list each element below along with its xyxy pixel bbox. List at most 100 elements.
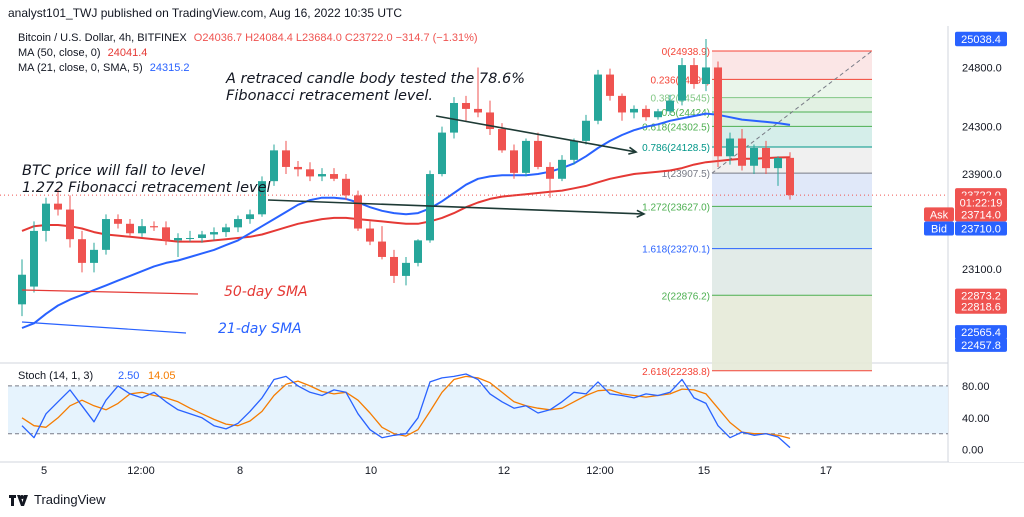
candle-body	[642, 108, 650, 118]
fib-band	[712, 51, 872, 80]
stoch-k-value: 2.50	[118, 370, 139, 382]
candle-body	[486, 112, 494, 130]
stoch-k-line	[21, 373, 791, 449]
ma21-line	[21, 112, 791, 329]
price-badge	[955, 221, 1007, 236]
fib-level-label: 2.618(22238.8)	[642, 367, 710, 378]
candle-body	[354, 195, 362, 229]
candle	[186, 230, 194, 242]
fib-level-label: 0.786(24128.5)	[642, 143, 710, 154]
legend-row-symbol: Bitcoin / U.S. Dollar, 4h, BITFINEX O240…	[18, 31, 478, 46]
candle	[462, 95, 470, 121]
candle	[282, 140, 290, 175]
candle-body	[534, 140, 542, 167]
price-badge-text: 22818.6	[961, 302, 1001, 314]
price-badge-text: 22457.8	[961, 340, 1001, 352]
ma21-value: 24315.2	[149, 62, 190, 74]
candle	[354, 190, 362, 231]
candle-body	[270, 150, 278, 182]
price-badge-tag	[924, 221, 954, 236]
candle-body	[198, 234, 206, 239]
fib-level-label: 1.272(23627.0)	[642, 202, 710, 213]
price-badge-text: 23710.0	[961, 224, 1001, 236]
candle-body	[678, 65, 686, 101]
fib-band	[712, 206, 872, 249]
candle-body	[606, 74, 614, 96]
price-badge-tag-text: Bid	[931, 224, 947, 236]
price-tick-label: 23900.0	[962, 169, 1002, 181]
candle	[762, 140, 770, 175]
candle-body	[258, 181, 266, 215]
candle	[174, 233, 182, 257]
candle-body	[426, 174, 434, 241]
candle-body	[594, 74, 602, 121]
candle	[306, 162, 314, 182]
publish-info: analyst101_TWJ published on TradingView.…	[8, 6, 403, 20]
legend-row-ma50: MA (50, close, 0) 24041.4	[18, 46, 478, 61]
candle-body	[666, 100, 674, 112]
ma50-line	[21, 156, 791, 243]
candle	[42, 197, 50, 242]
candle	[342, 174, 350, 201]
fib-band	[712, 97, 872, 112]
candle-body	[18, 274, 26, 305]
candle	[726, 132, 734, 165]
price-badge-text: 25038.4	[961, 34, 1001, 46]
fib-level-label: 2(22876.2)	[662, 291, 710, 302]
candle-body	[342, 178, 350, 196]
candle	[714, 61, 722, 167]
candle-body	[186, 238, 194, 240]
candle	[654, 108, 662, 120]
candle-body	[318, 174, 326, 177]
candle	[90, 242, 98, 273]
candle	[246, 209, 254, 224]
candle-body	[210, 232, 218, 235]
annotation-left-line2: 1.272 Fibonacci retracement level	[22, 180, 271, 196]
price-tick-label: 24800.0	[962, 62, 1002, 74]
fib-band	[712, 111, 872, 127]
candle	[162, 221, 170, 246]
candle-body	[402, 262, 410, 276]
annotation-top-line2: Fibonacci retracement level.	[226, 88, 434, 104]
trend-arrow-upper-arrowhead	[628, 146, 638, 155]
fib-level-label: 1.618(23270.1)	[642, 245, 710, 256]
fib-trend-line	[711, 50, 873, 174]
ma21-label: MA (21, close, 0, SMA, 5)	[18, 62, 143, 74]
candle-body	[414, 240, 422, 263]
time-tick-label: 8	[237, 465, 243, 477]
candle-body	[222, 227, 230, 233]
sma21-pointer-line	[21, 321, 187, 334]
time-tick-label: 12:00	[127, 465, 155, 477]
candle	[690, 57, 698, 89]
time-tick-label: 5	[41, 465, 47, 477]
candle-body	[510, 150, 518, 173]
candle-body	[174, 238, 182, 241]
annotation-left-line1: BTC price will fall to level	[22, 163, 206, 179]
candle-body	[330, 174, 338, 179]
candle	[30, 221, 38, 293]
candle	[114, 214, 122, 229]
price-tick-label: 24300.0	[962, 122, 1002, 134]
tradingview-logo-icon	[9, 494, 28, 506]
symbol-label: Bitcoin / U.S. Dollar, 4h, BITFINEX	[18, 32, 187, 44]
ma50-label: MA (50, close, 0)	[18, 47, 101, 59]
candle	[318, 168, 326, 182]
candle	[294, 161, 302, 177]
price-badge-text: 23714.0	[961, 209, 1001, 221]
candle-body	[126, 223, 134, 234]
candle-body	[294, 166, 302, 170]
candle-body	[450, 102, 458, 133]
candle-body	[246, 214, 254, 220]
annotation-top-line1: A retraced candle body tested the 78.6%	[226, 71, 525, 87]
candle-body	[78, 239, 86, 263]
price-badge	[955, 32, 1007, 47]
candle	[438, 126, 446, 177]
candle	[330, 168, 338, 182]
candle-body	[522, 140, 530, 173]
candle-body	[498, 129, 506, 151]
candle	[774, 156, 782, 186]
footer-brand: TradingView	[8, 492, 106, 507]
candle-body	[462, 102, 470, 109]
candle	[54, 188, 62, 216]
